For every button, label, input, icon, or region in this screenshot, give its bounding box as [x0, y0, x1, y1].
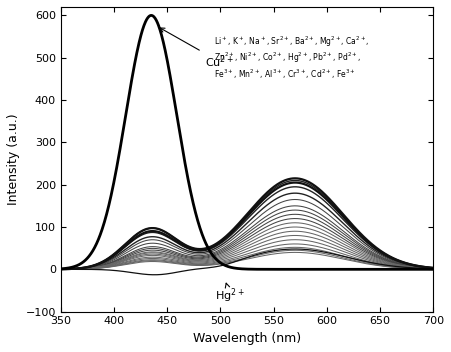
X-axis label: Wavelength (nm): Wavelength (nm): [193, 332, 301, 345]
Text: Li$^+$, K$^+$, Na$^+$, Sr$^{2+}$, Ba$^{2+}$, Mg$^{2+}$, Ca$^{2+}$,
Zn$^{2+}$, Ni: Li$^+$, K$^+$, Na$^+$, Sr$^{2+}$, Ba$^{2…: [214, 34, 369, 81]
Text: Hg$^{2+}$: Hg$^{2+}$: [215, 283, 245, 305]
Y-axis label: Intensity (a.u.): Intensity (a.u.): [7, 113, 20, 205]
Text: Cu$^{2+}$: Cu$^{2+}$: [160, 28, 234, 70]
